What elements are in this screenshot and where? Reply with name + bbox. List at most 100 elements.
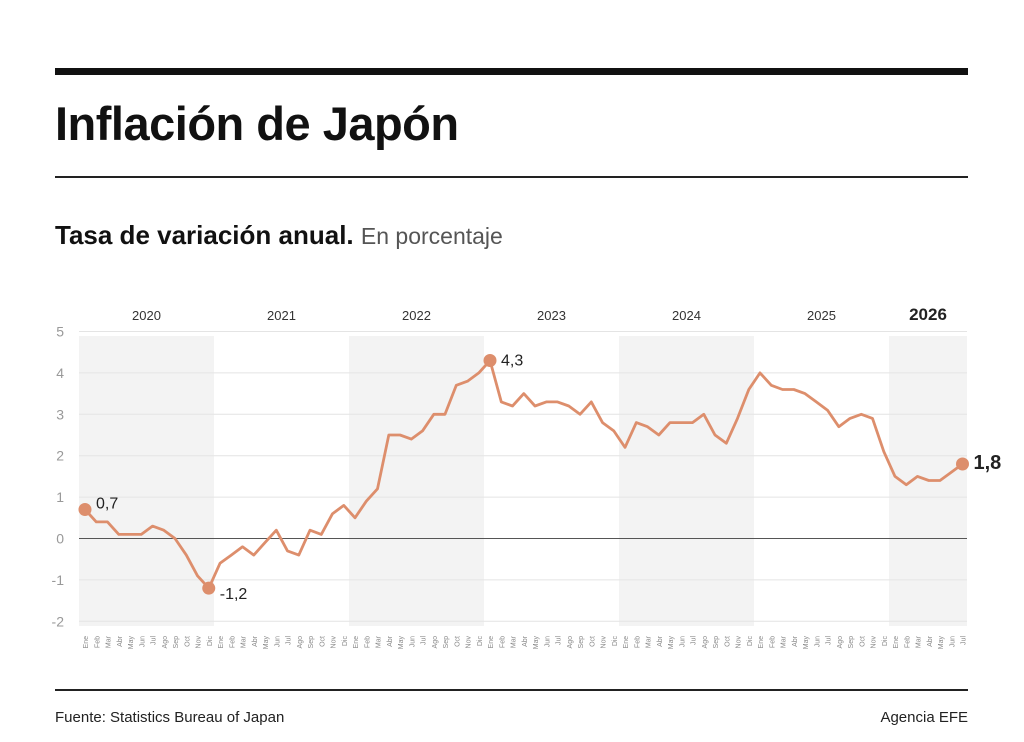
month-tick-label: Jul <box>691 636 698 645</box>
month-tick-label: Ene <box>758 636 765 649</box>
y-tick-label: 5 <box>56 324 64 340</box>
month-tick-label: Ene <box>623 636 630 649</box>
annotation-point <box>78 503 92 517</box>
month-tick-label: Mar <box>376 635 383 648</box>
month-tick-label: Mar <box>106 635 113 648</box>
month-tick-label: Ago <box>432 636 439 649</box>
month-tick-label: Oct <box>454 636 461 647</box>
month-tick-label: Sep <box>848 636 855 649</box>
source-note: Fuente: Statistics Bureau of Japan <box>55 709 285 726</box>
month-tick-label: Ene <box>353 636 360 649</box>
year-band-2020 <box>79 336 214 626</box>
month-tick-label: May <box>938 636 945 650</box>
page-title: Inflación de Japón <box>55 97 459 150</box>
month-tick-label: Ago <box>837 636 844 649</box>
year-label-2023: 2023 <box>537 308 566 323</box>
annotation-point <box>202 581 216 595</box>
subtitle-unit: En porcentaje <box>360 223 503 249</box>
month-tick-label: Feb <box>94 636 101 648</box>
month-tick-label: May <box>533 636 540 650</box>
month-tick-label: Oct <box>319 636 326 647</box>
chart-subtitle: Tasa de variación anual. En porcentaje <box>55 220 503 251</box>
month-tick-label: Jul <box>151 636 158 645</box>
month-tick-label: Nov <box>736 636 743 649</box>
month-tick-label: Mar <box>781 635 788 648</box>
month-tick-label: Oct <box>589 636 596 647</box>
month-tick-label: Feb <box>904 636 911 648</box>
y-tick-label: 1 <box>56 489 64 505</box>
subtitle-main: Tasa de variación anual. <box>55 220 354 250</box>
month-tick-label: Nov <box>196 636 203 649</box>
title-rule <box>55 176 968 178</box>
agency-credit: Agencia EFE <box>880 709 968 726</box>
month-tick-label: Sep <box>578 636 585 649</box>
month-tick-label: Jul <box>961 636 968 645</box>
month-tick-label: Jun <box>679 636 686 647</box>
month-tick-label: Jul <box>826 636 833 645</box>
month-tick-label: Dic <box>342 636 349 647</box>
month-tick-label: Sep <box>443 636 450 649</box>
year-band-2024 <box>619 336 754 626</box>
month-tick-label: Sep <box>308 636 315 649</box>
month-tick-label: Jun <box>139 636 146 647</box>
series-line <box>83 359 964 590</box>
month-tick-label: Feb <box>229 636 236 648</box>
month-tick-label: Jun <box>544 636 551 647</box>
bottom-rule <box>55 689 968 691</box>
month-tick-label: Oct <box>859 636 866 647</box>
month-tick-label: May <box>398 636 405 650</box>
month-tick-label: Feb <box>634 636 641 648</box>
month-tick-label: Ene <box>488 636 495 649</box>
month-tick-label: Ago <box>702 636 709 649</box>
y-tick-label: 4 <box>56 365 64 381</box>
month-tick-label: Dic <box>882 636 889 647</box>
annotation-label: 0,7 <box>96 496 118 513</box>
month-tick-label: Abr <box>522 635 529 647</box>
month-tick-label: May <box>128 636 135 650</box>
annotation-point <box>483 353 497 367</box>
month-tick-label: May <box>668 636 675 650</box>
month-tick-label: Feb <box>499 636 506 648</box>
month-tick-label: Ago <box>297 636 304 649</box>
month-tick-label: Nov <box>331 636 338 649</box>
y-tick-label: 3 <box>56 406 64 422</box>
month-tick-label: Jul <box>286 636 293 645</box>
month-tick-label: Oct <box>724 636 731 647</box>
y-tick-label: 0 <box>56 531 64 547</box>
month-tick-label: Ago <box>162 636 169 649</box>
year-label-2025: 2025 <box>807 308 836 323</box>
month-tick-label: Ene <box>893 636 900 649</box>
month-tick-label: Nov <box>601 636 608 649</box>
month-tick-label: Dic <box>747 636 754 647</box>
year-label-2026: 2026 <box>909 305 947 324</box>
month-tick-label: Jun <box>814 636 821 647</box>
annotation-label: 1,8 <box>974 452 1002 474</box>
month-tick-label: Oct <box>184 636 191 647</box>
y-tick-label: -2 <box>52 613 65 629</box>
year-label-2022: 2022 <box>402 308 431 323</box>
month-tick-label: Dic <box>477 636 484 647</box>
month-tick-label: Nov <box>871 636 878 649</box>
month-tick-label: Mar <box>916 635 923 648</box>
y-tick-label: 2 <box>56 448 64 464</box>
month-tick-label: Dic <box>207 636 214 647</box>
y-tick-label: -1 <box>52 572 65 588</box>
month-tick-label: May <box>803 636 810 650</box>
month-tick-label: Sep <box>173 636 180 649</box>
month-tick-label: Jul <box>421 636 428 645</box>
month-tick-label: Jun <box>949 636 956 647</box>
year-band-2022 <box>349 336 484 626</box>
month-tick-label: Ago <box>567 636 574 649</box>
inflation-line-chart: 2020 2021 2022 2023 2024 2025 2026 -2 -1 0 1 2 3 4 5 En… <box>52 305 1002 650</box>
month-tick-label: Mar <box>241 635 248 648</box>
month-tick-label: Abr <box>792 635 799 647</box>
month-tick-label: Abr <box>927 635 934 647</box>
annotation-label: 4,3 <box>501 352 523 369</box>
month-tick-label: Ene <box>218 636 225 649</box>
month-tick-label: Ene <box>83 636 90 649</box>
month-tick-label: Mar <box>646 635 653 648</box>
annotation-label: -1,2 <box>220 586 248 603</box>
month-tick-label: Sep <box>713 636 720 649</box>
month-tick-label: Mar <box>511 635 518 648</box>
month-tick-label: Nov <box>466 636 473 649</box>
